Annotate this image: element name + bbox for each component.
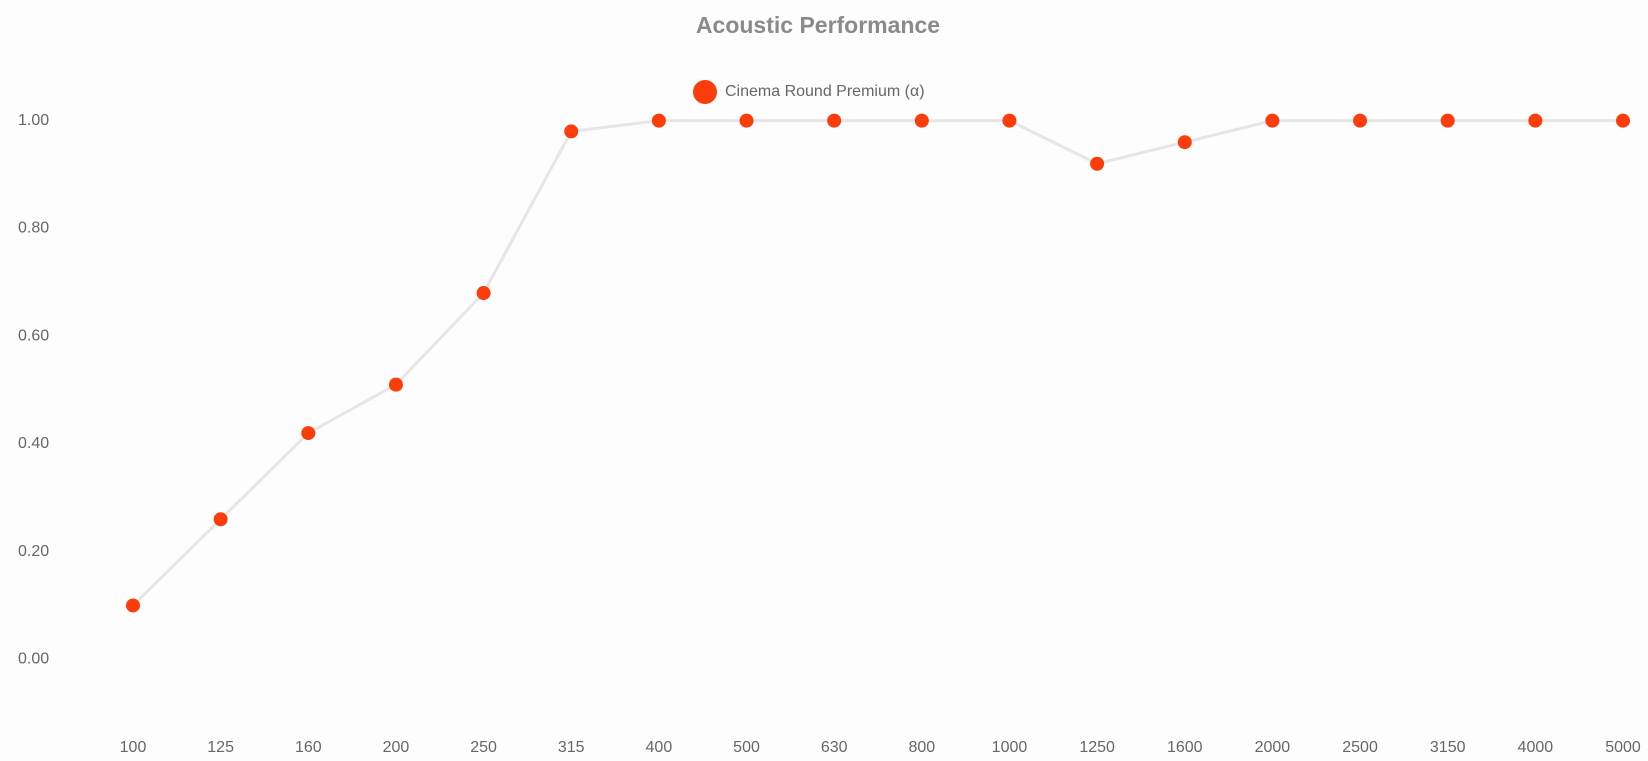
point bbox=[1090, 156, 1105, 171]
point bbox=[564, 124, 579, 139]
point bbox=[388, 377, 403, 392]
x-tick-label: 315 bbox=[558, 739, 585, 756]
point bbox=[1353, 113, 1368, 128]
x-tick-label: 630 bbox=[821, 739, 848, 756]
y-tick-label: 0.60 bbox=[18, 327, 49, 344]
x-tick-label: 3150 bbox=[1430, 739, 1466, 756]
point bbox=[1528, 113, 1543, 128]
y-tick-label: 0.20 bbox=[18, 543, 49, 560]
chart-title: Acoustic Performance bbox=[696, 12, 940, 38]
x-tick-label: 5000 bbox=[1605, 739, 1641, 756]
legend-label: Cinema Round Premium (α) bbox=[725, 83, 925, 100]
x-tick-label: 125 bbox=[207, 739, 234, 756]
point bbox=[1265, 113, 1280, 128]
x-tick-label: 400 bbox=[646, 739, 673, 756]
point bbox=[1616, 113, 1630, 128]
x-tick-label: 1600 bbox=[1167, 739, 1203, 756]
x-tick-label: 250 bbox=[470, 739, 497, 756]
y-tick-label: 0.00 bbox=[18, 651, 49, 668]
y-tick-label: 0.80 bbox=[18, 220, 49, 237]
point bbox=[1002, 113, 1017, 128]
point bbox=[651, 113, 666, 128]
point bbox=[301, 426, 316, 441]
x-tick-label: 1000 bbox=[992, 739, 1028, 756]
point bbox=[213, 512, 228, 527]
x-tick-label: 800 bbox=[908, 739, 935, 756]
x-tick-label: 4000 bbox=[1518, 739, 1554, 756]
point bbox=[739, 113, 754, 128]
point bbox=[914, 113, 929, 128]
y-tick-label: 1.00 bbox=[18, 112, 49, 129]
legend-marker bbox=[693, 80, 717, 104]
point bbox=[126, 598, 140, 613]
x-tick-label: 1250 bbox=[1079, 739, 1115, 756]
y-tick-label: 0.40 bbox=[18, 435, 49, 452]
point bbox=[1177, 135, 1192, 150]
x-tick-label: 500 bbox=[733, 739, 760, 756]
x-tick-label: 2000 bbox=[1255, 739, 1291, 756]
point bbox=[1440, 113, 1455, 128]
x-tick-label: 100 bbox=[120, 739, 147, 756]
point bbox=[827, 113, 842, 128]
series-line bbox=[131, 119, 1623, 607]
x-tick-label: 160 bbox=[295, 739, 322, 756]
x-tick-label: 200 bbox=[383, 739, 410, 756]
point bbox=[476, 286, 491, 301]
x-tick-label: 2500 bbox=[1342, 739, 1378, 756]
